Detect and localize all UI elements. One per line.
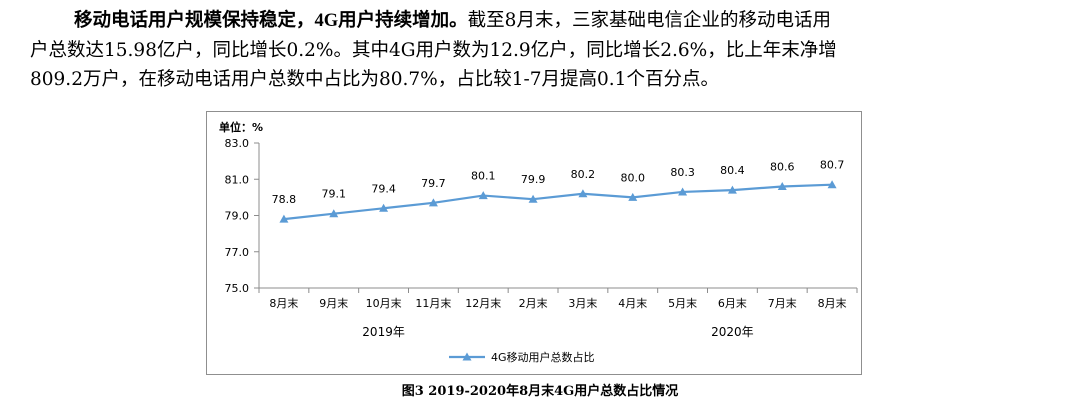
x-tick-label: 7月末 [768,296,797,310]
data-label: 79.9 [521,173,546,186]
y-axis: 75.0 77.0 79.0 81.0 83.0 [225,137,260,295]
year-label: 2019年 [362,325,405,339]
y-tick-label: 79.0 [225,210,250,223]
data-label: 79.1 [322,188,347,201]
y-tick-label: 81.0 [225,173,250,186]
line-chart: 单位：% 75.0 77.0 79.0 81.0 83.0 8月末 9月末 10月末 11月末… [219,120,858,364]
paragraph-line-3: 809.2万户，在移动电话用户总数中占比为80.7%，占比较1-7月提高0.1个… [30,69,719,90]
data-label: 79.4 [371,182,396,195]
data-label: 80.2 [571,168,596,181]
data-point [528,194,538,203]
data-label: 80.6 [770,161,795,174]
data-label: 79.7 [421,177,446,190]
x-tick-label: 2月末 [519,296,548,310]
data-label: 80.0 [621,171,646,184]
legend: 4G移动用户总数占比 [449,350,595,364]
legend-label: 4G移动用户总数占比 [491,350,595,364]
y-tick-label: 83.0 [225,137,250,150]
x-tick-label: 9月末 [319,296,348,310]
x-tick-label: 4月末 [618,296,647,310]
paragraph-lead-b: 4G [314,11,339,31]
paragraph-line-1: 移动电话用户规模保持稳定，4G用户持续增加。截至8月末，三家基础电信企业的移动电… [30,6,1050,36]
paragraph-line-2: 户总数达15.98亿户，同比增长0.2%。其中4G用户数为12.9亿户，同比增长… [30,40,837,61]
x-axis: 8月末 9月末 10月末 11月末 12月末 2月末 3月末 4月末 5月末 6月末 7月末 8月末 [258,287,858,310]
chart-frame: 单位：% 75.0 77.0 79.0 81.0 83.0 8月末 9月末 10月末 11月末… [206,111,862,375]
data-label: 80.3 [670,166,695,179]
data-label: 80.4 [720,164,745,177]
year-labels: 2019年 2020年 [362,325,753,339]
data-point [478,191,488,200]
data-point [628,192,638,201]
paragraph-lead-a: 移动电话用户规模保持稳定， [74,10,315,31]
data-point [279,214,289,223]
series-layer: 78.8 79.1 79.4 79.7 80.1 79.9 80.2 80.0 80.3 80.4… [272,159,845,223]
x-tick-label: 10月末 [366,296,402,310]
paragraph-lead-c: 用户持续增加。 [338,10,468,31]
x-tick-label: 8月末 [818,296,847,310]
unit-label: 单位：% [219,120,263,134]
data-point [827,180,837,189]
x-tick-label: 12月末 [465,296,501,310]
x-tick-label: 3月末 [568,296,597,310]
series-line [283,183,833,221]
data-point [727,185,737,194]
figure-caption: 图3 2019-2020年8月末4G用户总数占比情况 [401,384,679,399]
description-paragraph: 移动电话用户规模保持稳定，4G用户持续增加。截至8月末，三家基础电信企业的移动电… [30,6,1050,94]
data-point [329,209,339,218]
x-tick-label: 8月末 [269,296,298,310]
data-point [777,182,787,190]
data-point [678,187,688,196]
data-point [578,189,588,198]
year-label: 2020年 [711,325,754,339]
legend-marker [462,352,472,361]
data-label: 80.1 [471,170,496,183]
y-tick-label: 77.0 [225,246,250,259]
paragraph-line-1-rest: 截至8月末，三家基础电信企业的移动电话用 [467,10,831,31]
x-tick-label: 11月末 [415,296,451,310]
data-label: 78.8 [272,193,297,206]
x-tick-label: 6月末 [718,296,747,310]
data-point [428,198,438,207]
x-tick-label: 5月末 [668,296,697,310]
data-point [379,203,389,212]
data-label: 80.7 [820,159,845,172]
y-tick-label: 75.0 [225,282,250,295]
